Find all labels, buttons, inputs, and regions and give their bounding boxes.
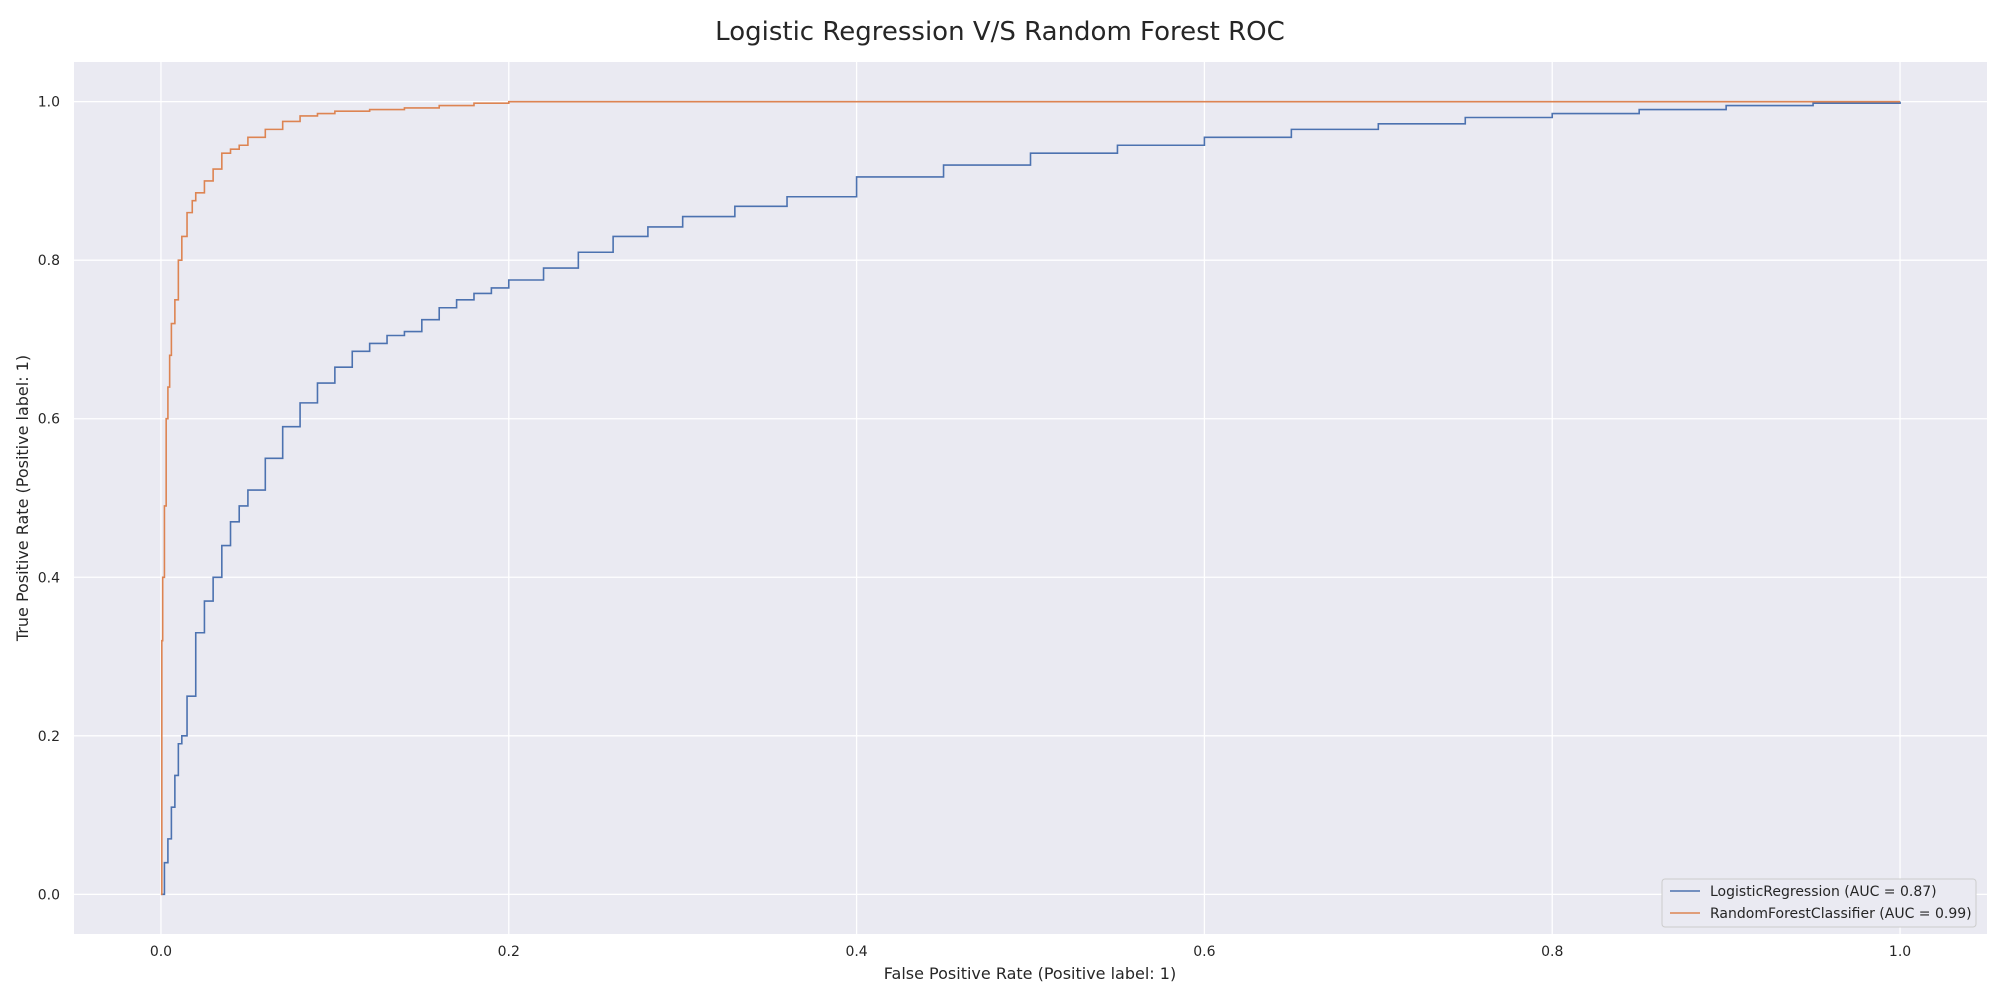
x-tick-label: 0.6	[1193, 944, 1215, 960]
y-tick-label: 0.6	[38, 412, 60, 428]
grid-lines	[74, 62, 1987, 934]
y-tick-label: 0.2	[38, 729, 60, 745]
y-tick-label: 0.4	[38, 570, 60, 586]
chart-title: Logistic Regression V/S Random Forest RO…	[715, 17, 1285, 47]
y-axis-label: True Positive Rate (Positive label: 1)	[13, 355, 32, 642]
series-line-random-forest	[160, 100, 1901, 896]
series-line-logistic-regression	[160, 101, 1901, 896]
legend-label-logistic-regression: LogisticRegression (AUC = 0.87)	[1710, 884, 1937, 900]
y-tick-labels: 0.0 0.2 0.4 0.6 0.8 1.0	[38, 95, 60, 904]
plot-area	[74, 62, 1987, 934]
series-layer	[160, 100, 1901, 896]
y-tick-label: 0.0	[38, 887, 60, 903]
legend-box	[1661, 878, 1977, 928]
legend: LogisticRegression (AUC = 0.87) RandomFo…	[1661, 878, 1977, 928]
y-tick-label: 1.0	[38, 95, 60, 111]
x-tick-label: 0.4	[845, 944, 867, 960]
x-tick-label: 0.0	[150, 944, 172, 960]
x-tick-labels: 0.0 0.2 0.4 0.6 0.8 1.0	[150, 944, 1911, 960]
x-tick-label: 0.2	[498, 944, 520, 960]
x-tick-label: 1.0	[1889, 944, 1911, 960]
x-axis-label: False Positive Rate (Positive label: 1)	[884, 964, 1176, 983]
y-tick-label: 0.8	[38, 253, 60, 269]
x-tick-label: 0.8	[1541, 944, 1563, 960]
legend-label-random-forest: RandomForestClassifier (AUC = 0.99)	[1710, 906, 1972, 922]
